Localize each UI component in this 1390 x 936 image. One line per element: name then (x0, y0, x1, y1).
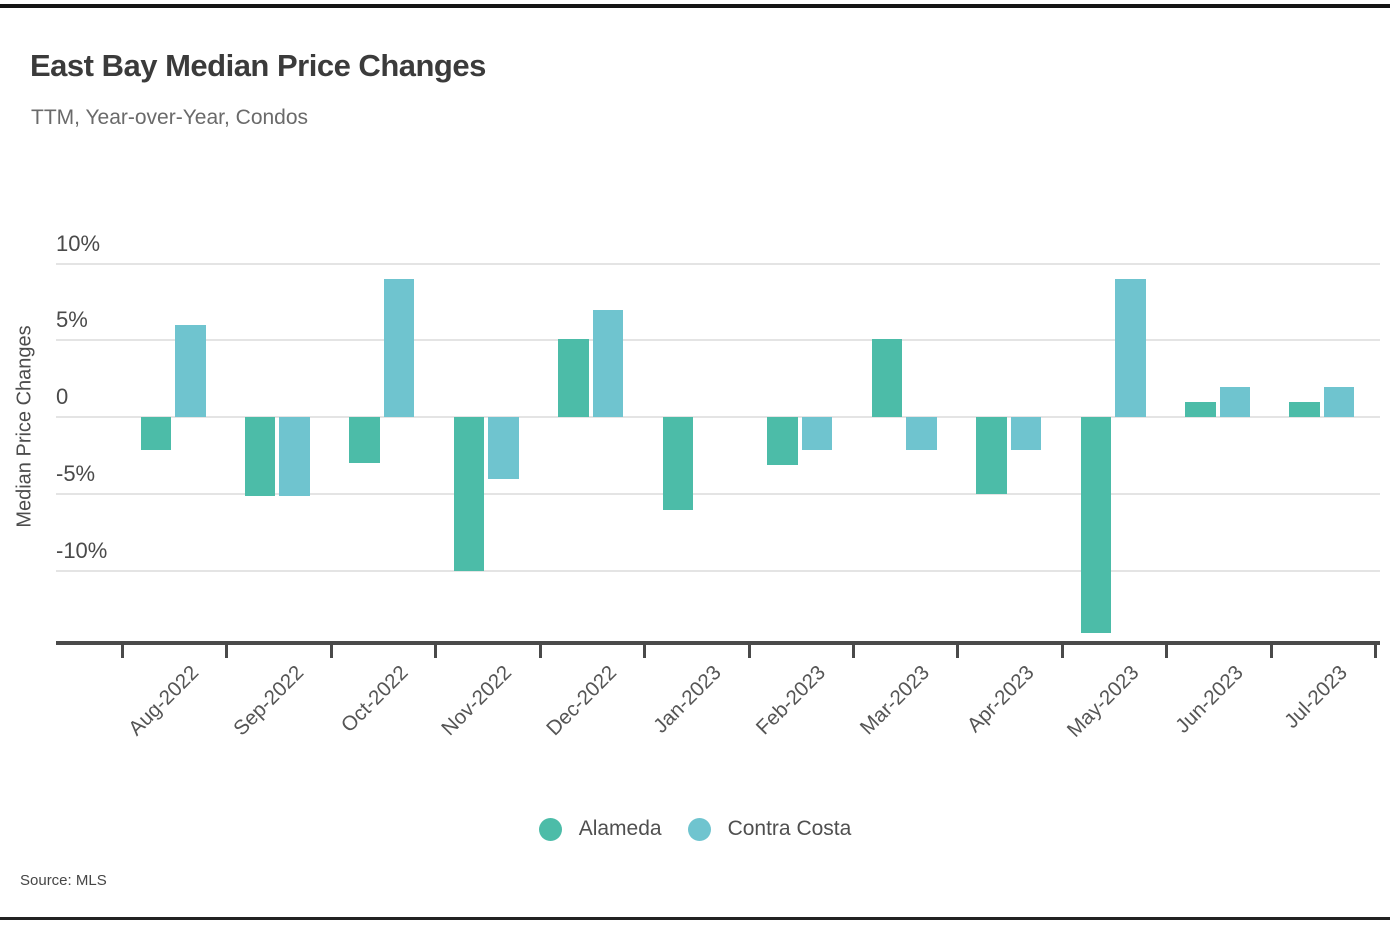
gridline-10% (56, 262, 1380, 265)
x-tick-label-aug-2022: Aug-2022 (124, 661, 204, 741)
x-tick-label-nov-2022: Nov-2022 (437, 661, 517, 741)
x-tick-label-apr-2023: Apr-2023 (962, 661, 1039, 737)
bar-contra-costa-sep-2022 (279, 417, 310, 496)
gridline--5% (56, 493, 1380, 496)
gridline-0 (56, 416, 1380, 419)
bar-alameda-jun-2023 (1185, 401, 1216, 418)
x-tick-label-oct-2022: Oct-2022 (336, 661, 413, 737)
bar-contra-costa-apr-2023 (1010, 417, 1042, 450)
bottom-divider (0, 917, 1390, 920)
x-axis-tick (1060, 645, 1064, 658)
x-axis-tick (956, 645, 960, 658)
bar-contra-costa-may-2023 (1115, 278, 1146, 418)
legend-item-contra-costa: Contra Costa (687, 817, 852, 841)
bar-alameda-mar-2023 (871, 338, 903, 418)
y-tick-label: -10% (56, 538, 108, 564)
x-axis-tick (329, 645, 333, 658)
bar-alameda-oct-2022 (349, 417, 380, 464)
x-axis-tick (225, 645, 229, 658)
legend-swatch-alameda-icon (538, 817, 562, 841)
x-tick-label-feb-2023: Feb-2023 (751, 661, 830, 740)
chart-subtitle: TTM, Year-over-Year, Condos (31, 106, 309, 129)
bar-contra-costa-dec-2022 (592, 309, 624, 418)
x-axis-tick (747, 645, 751, 658)
bar-alameda-jul-2023 (1289, 401, 1320, 418)
x-tick-label-jul-2023: Jul-2023 (1280, 661, 1353, 733)
bar-contra-costa-nov-2022 (488, 417, 519, 479)
legend-item-alameda: Alameda (538, 817, 662, 841)
x-axis-tick (1165, 645, 1169, 658)
y-tick-label: 0 (56, 384, 69, 410)
bar-contra-costa-mar-2023 (906, 417, 937, 450)
top-divider (0, 4, 1390, 8)
gridline-5% (56, 339, 1380, 342)
bar-contra-costa-feb-2023 (801, 417, 833, 450)
bar-contra-costa-oct-2022 (383, 278, 415, 418)
x-axis-tick (1374, 645, 1378, 658)
bar-contra-costa-aug-2022 (175, 325, 206, 418)
bar-contra-costa-jul-2023 (1323, 386, 1355, 418)
x-axis-line (56, 641, 1380, 645)
y-tick-label: 5% (56, 307, 88, 333)
x-tick-label-jan-2023: Jan-2023 (648, 661, 726, 738)
x-axis-tick (1269, 645, 1273, 658)
x-tick-label-may-2023: May-2023 (1062, 661, 1144, 742)
x-axis-tick (538, 645, 542, 658)
bar-contra-costa-jun-2023 (1219, 386, 1251, 418)
y-tick-label: 10% (56, 230, 101, 256)
legend: Alameda Contra Costa (0, 806, 1390, 852)
y-tick-label: -5% (56, 461, 96, 487)
bar-alameda-sep-2022 (244, 417, 276, 496)
bar-alameda-apr-2023 (976, 417, 1007, 495)
x-tick-label-sep-2022: Sep-2022 (228, 661, 308, 741)
bar-alameda-feb-2023 (767, 417, 798, 465)
bar-alameda-aug-2022 (140, 417, 172, 450)
x-tick-label-jun-2023: Jun-2023 (1171, 661, 1248, 738)
bar-alameda-jan-2023 (662, 417, 694, 510)
x-tick-label-mar-2023: Mar-2023 (856, 661, 935, 740)
bar-alameda-dec-2022 (558, 338, 589, 418)
bar-alameda-nov-2022 (453, 417, 485, 572)
x-axis-tick (643, 645, 647, 658)
source-note: Source: MLS (20, 872, 107, 889)
gridline--10% (56, 570, 1380, 573)
bar-alameda-may-2023 (1080, 417, 1112, 633)
legend-label-contra-costa: Contra Costa (727, 817, 852, 840)
x-tick-label-dec-2022: Dec-2022 (541, 661, 622, 741)
legend-swatch-contra-costa-icon (687, 817, 711, 841)
x-axis-tick (120, 645, 124, 658)
x-axis-tick (851, 645, 855, 658)
legend-label-alameda: Alameda (578, 817, 662, 840)
x-axis-tick (434, 645, 438, 658)
chart-title: East Bay Median Price Changes (30, 48, 486, 83)
